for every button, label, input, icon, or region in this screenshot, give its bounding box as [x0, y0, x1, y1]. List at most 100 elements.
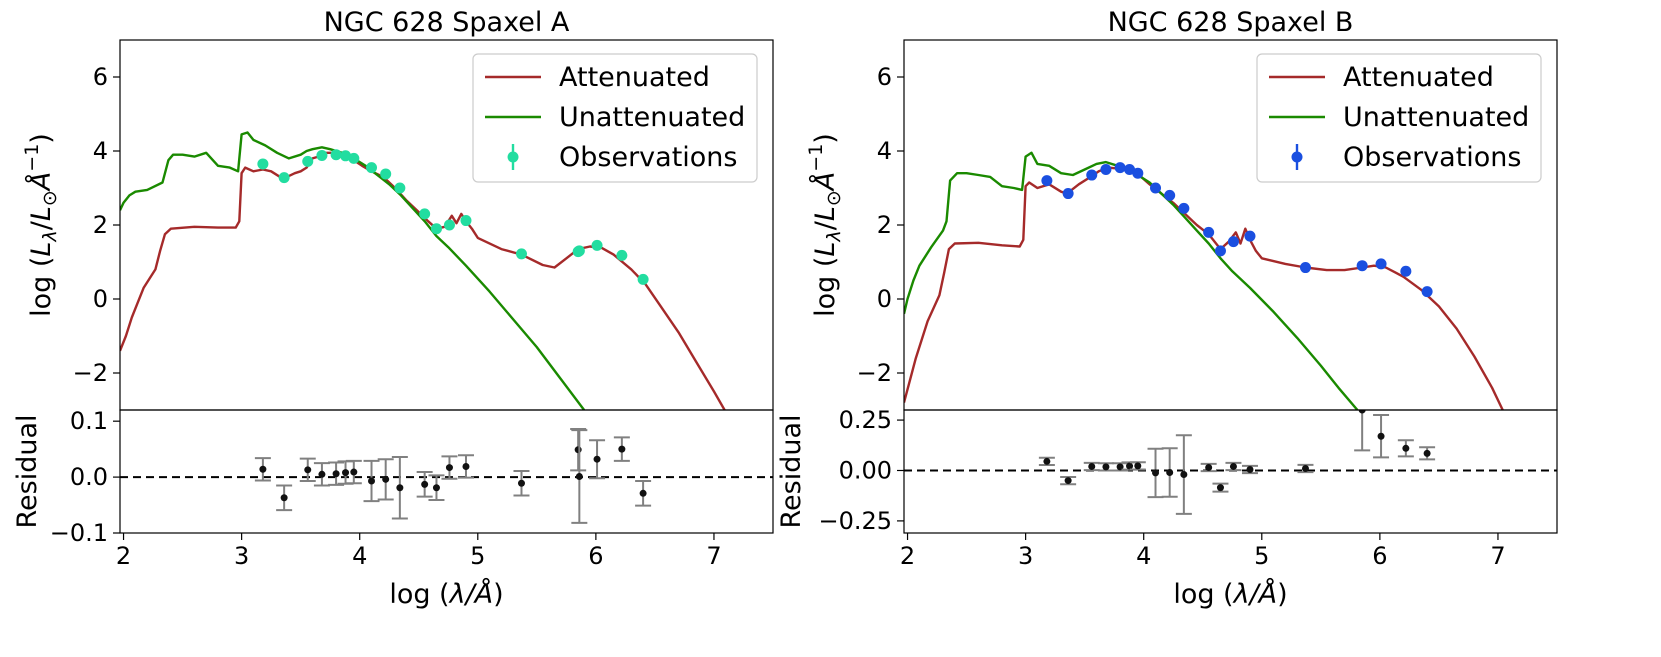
observation-point: [1203, 226, 1215, 238]
residual-point: [1377, 432, 1385, 440]
chart-title: NGC 628 Spaxel A: [324, 7, 570, 38]
residual-point: [1152, 469, 1160, 477]
observation-point: [330, 149, 342, 161]
observation-point: [1150, 182, 1162, 194]
series-line-unattenuated: [904, 151, 1359, 410]
residual-point: [421, 480, 429, 488]
observation-point: [1421, 286, 1433, 298]
observation-point: [1400, 265, 1412, 277]
residual-axes-frame: [903, 409, 1558, 534]
residual-point: [259, 465, 267, 473]
observation-point: [460, 215, 472, 227]
residual-point: [1358, 410, 1366, 414]
legend-label-unattenuated: Unattenuated: [559, 102, 745, 133]
series-lines: [904, 151, 1504, 410]
observation-point: [1299, 262, 1311, 274]
observations: [1041, 162, 1433, 298]
residual-point: [382, 475, 390, 483]
y-tick-label: 2: [877, 211, 892, 239]
y-tick-label: 4: [877, 137, 892, 165]
x-tick-label: 6: [588, 542, 603, 570]
observation-point: [1132, 167, 1144, 179]
residual-point: [445, 464, 453, 472]
observation-point: [443, 219, 455, 231]
residual-y-axis-label: Residual: [12, 414, 43, 528]
residual-point: [280, 494, 288, 502]
residual-point: [1116, 463, 1124, 471]
observation-point: [1227, 236, 1239, 248]
legend-swatch-observations: [1291, 151, 1303, 163]
residual-point: [1402, 444, 1410, 452]
observation-point: [430, 223, 442, 235]
observation-point: [348, 152, 360, 164]
y-axis-label: log (Lλ/L⊙Å−1): [21, 133, 61, 317]
observation-point: [637, 273, 649, 285]
observation-point: [278, 172, 290, 184]
observation-point: [1214, 245, 1226, 257]
chart-title: NGC 628 Spaxel B: [1108, 7, 1354, 38]
residual-point: [639, 489, 647, 497]
observation-point: [1124, 164, 1136, 175]
legend-label-attenuated: Attenuated: [1343, 62, 1494, 93]
panel-2: NGC 628 Spaxel B −2 0 2 4 6 log (Lλ/L⊙Å−1) Atte…: [776, 7, 1558, 610]
y-tick-label: 4: [93, 137, 108, 165]
observation-point: [515, 248, 527, 260]
x-tick-label: 5: [1254, 542, 1269, 570]
residual-point: [575, 473, 583, 481]
legend-label-observations: Observations: [1343, 142, 1521, 173]
residual-axes-frame: [119, 409, 774, 534]
x-axis-label: log (λ/Å): [1173, 578, 1287, 610]
x-tick-label: 4: [1136, 542, 1151, 570]
observation-point: [366, 162, 378, 174]
residual-point: [1134, 462, 1142, 470]
observation-point: [394, 182, 406, 194]
legend-label-attenuated: Attenuated: [559, 62, 710, 93]
residual-points: [254, 428, 652, 524]
residual-point: [574, 446, 582, 454]
observation-point: [380, 168, 392, 180]
residual-point: [1180, 471, 1188, 479]
y-tick-label: −2: [73, 359, 108, 387]
series-line-attenuated: [904, 166, 1504, 410]
x-tick-label: 2: [116, 542, 131, 570]
residual-point: [1246, 465, 1254, 473]
residual-point: [1064, 477, 1072, 485]
y-tick-label: 2: [93, 211, 108, 239]
observation-point: [1178, 202, 1190, 214]
residual-point: [1088, 462, 1096, 470]
y-tick-label: −2: [857, 359, 892, 387]
residual-panel: −0.25 0.00 0.25 Residual 2 3 4 5 6 7 log (λ/Å): [776, 406, 1558, 610]
observation-point: [1164, 189, 1176, 201]
residual-point: [332, 470, 340, 478]
series-line-attenuated: [120, 151, 726, 410]
residual-point: [593, 455, 601, 463]
residual-y-tick-label: 0.00: [839, 456, 892, 484]
legend: Attenuated Unattenuated Observations: [472, 53, 758, 183]
y-axis-label: log (Lλ/L⊙Å−1): [805, 133, 845, 317]
x-tick-label: 3: [234, 542, 249, 570]
observation-point: [1244, 230, 1256, 242]
observation-point: [257, 158, 269, 170]
x-tick-label: 7: [706, 542, 721, 570]
residual-point: [517, 479, 525, 487]
observation-point: [340, 150, 352, 162]
y-tick-label: 6: [93, 63, 108, 91]
x-tick-label: 3: [1018, 542, 1033, 570]
residual-point: [1126, 462, 1134, 470]
legend-label-unattenuated: Unattenuated: [1343, 102, 1529, 133]
observation-point: [1375, 258, 1387, 270]
x-tick-label: 2: [900, 542, 915, 570]
residual-point: [396, 484, 404, 492]
residual-point: [1423, 449, 1431, 457]
residual-points: [1038, 410, 1436, 515]
observations: [257, 149, 649, 285]
residual-point: [368, 477, 376, 485]
observation-point: [302, 155, 314, 167]
residual-point: [1205, 463, 1213, 471]
residual-point: [1043, 457, 1051, 465]
residual-point: [618, 445, 626, 453]
residual-y-axis-label: Residual: [776, 414, 807, 528]
legend: Attenuated Unattenuated Observations: [1256, 53, 1542, 183]
observation-point: [1100, 164, 1112, 175]
